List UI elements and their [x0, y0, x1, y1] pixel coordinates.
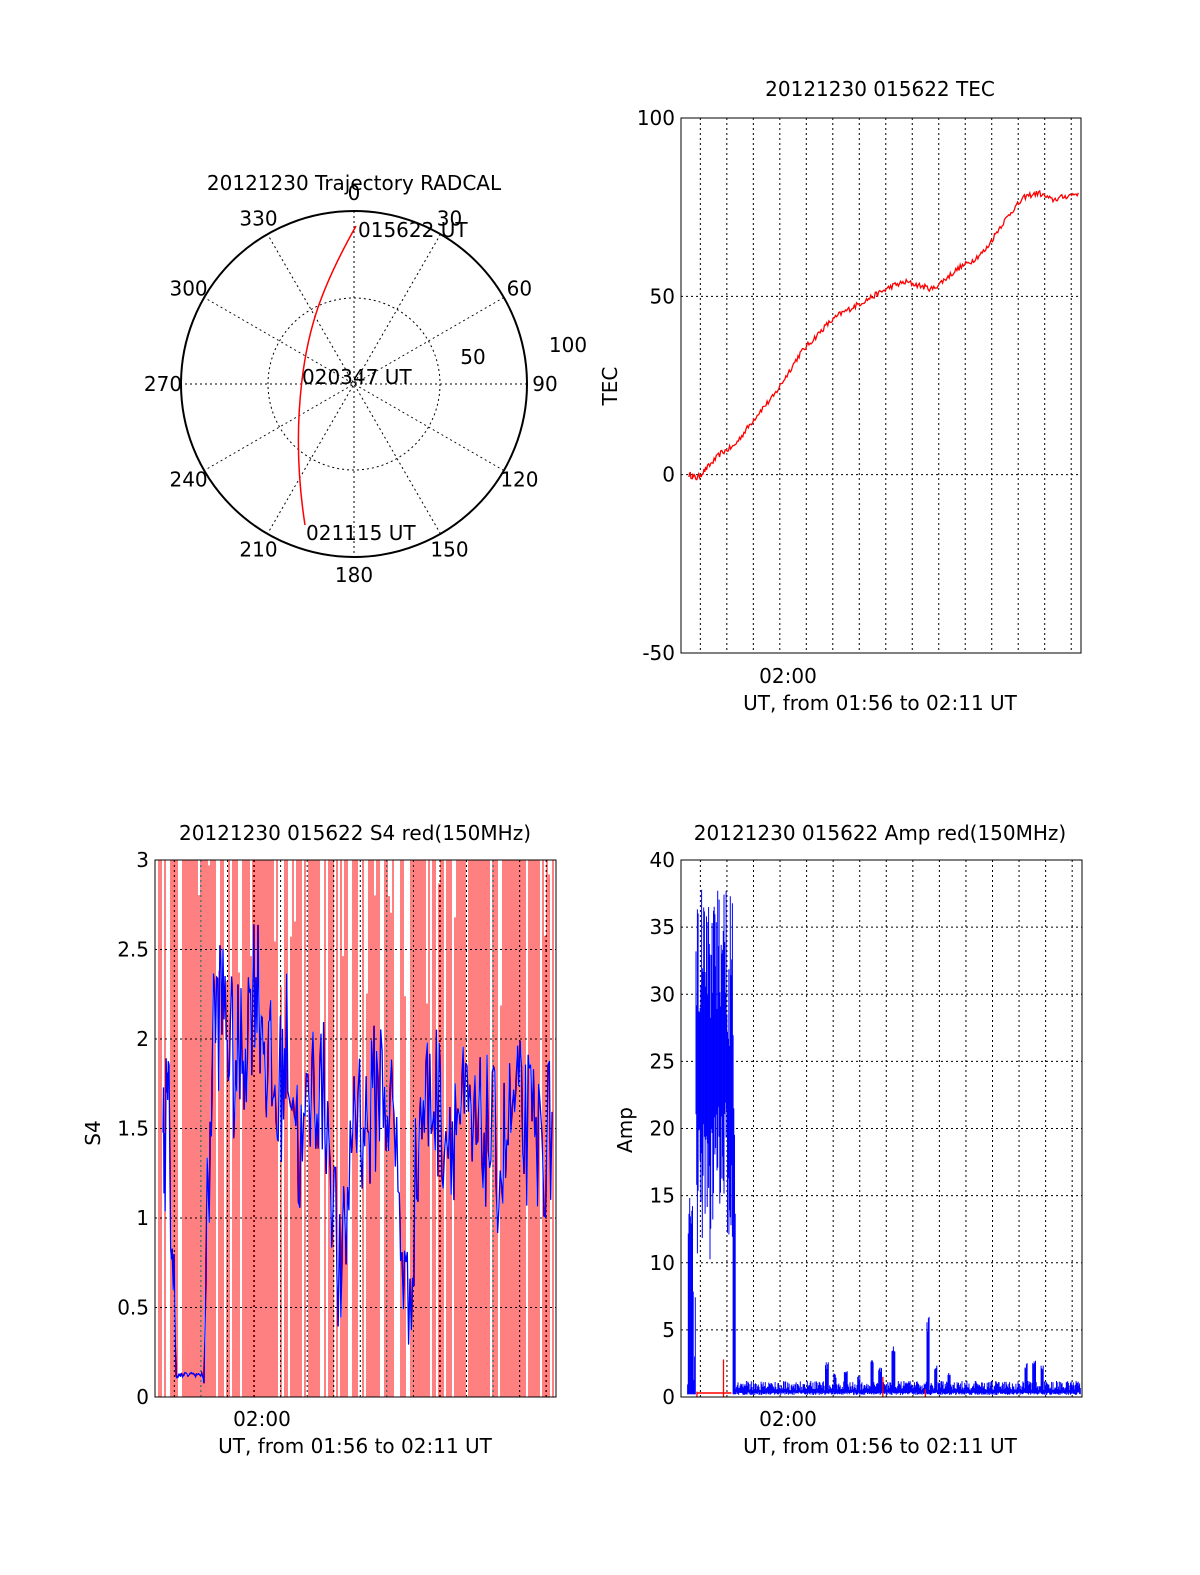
s4-y-tick-label: 0.5: [117, 1296, 149, 1320]
polar-azimuth-label: 90: [532, 372, 557, 396]
polar-azimuth-label: 0: [348, 181, 361, 205]
s4-x-tick-label: 02:00: [233, 1407, 291, 1431]
tec-y-tick-label: 50: [650, 284, 675, 308]
amp-x-axis-label: UT, from 01:56 to 02:11 UT: [743, 1434, 1018, 1458]
polar-radial-label-50: 50: [460, 345, 485, 369]
tec-y-axis-label: TEC: [598, 367, 622, 407]
s4-blue-series-line: [162, 924, 553, 1384]
s4-y-tick-label: 3: [136, 848, 149, 872]
s4-y-tick-label: 0: [136, 1385, 149, 1409]
polar-azimuth-label: 150: [430, 537, 468, 561]
trajectory-mid-label: 020347 UT: [302, 365, 412, 389]
polar-azimuth-label: 180: [335, 563, 373, 587]
polar-azimuth-label: 210: [239, 537, 277, 561]
amp-y-tick-label: 25: [650, 1049, 675, 1073]
amp-y-tick-labels: 0 5 10 15 20 25 30 35 40: [650, 848, 675, 1409]
polar-trajectory-panel: 20121230 Trajectory RADCAL 0 30 60 90 120 150…: [144, 171, 587, 587]
amp-blue-series: [687, 889, 1081, 1395]
tec-series-line: [688, 189, 1079, 481]
tec-y-tick-labels: -50 0 50 100: [637, 106, 675, 665]
polar-azimuth-label: 330: [239, 207, 277, 231]
polar-azimuth-label: 240: [169, 468, 207, 492]
polar-title: 20121230 Trajectory RADCAL: [207, 171, 502, 195]
tec-panel: 20121230 015622 TEC -50 0 50 100 02:00 UT, …: [598, 77, 1082, 715]
amp-x-tick-label: 02:00: [759, 1407, 817, 1431]
s4-title: 20121230 015622 S4 red(150MHz): [179, 821, 531, 845]
tec-y-tick-label: 0: [662, 463, 675, 487]
amp-y-tick-label: 35: [650, 915, 675, 939]
polar-azimuth-label: 60: [507, 277, 532, 301]
polar-azimuth-label: 30: [437, 207, 462, 231]
s4-y-tick-label: 1.5: [117, 1117, 149, 1141]
s4-panel: 20121230 015622 S4 red(150MHz) 0 0.5 1 1.5 2…: [81, 821, 557, 1458]
amp-y-tick-label: 40: [650, 848, 675, 872]
tec-grid: [681, 117, 1081, 654]
s4-y-axis-label: S4: [81, 1120, 105, 1145]
amp-title: 20121230 015622 Amp red(150MHz): [694, 821, 1066, 845]
amp-y-tick-label: 20: [650, 1117, 675, 1141]
s4-y-tick-labels: 0 0.5 1 1.5 2 2.5 3: [117, 848, 149, 1409]
polar-azimuth-label: 300: [169, 277, 207, 301]
trajectory-line: [297, 225, 357, 526]
tec-y-tick-label: 100: [637, 106, 675, 130]
tec-title: 20121230 015622 TEC: [765, 77, 995, 101]
tec-x-axis-label: UT, from 01:56 to 02:11 UT: [743, 691, 1018, 715]
polar-azimuth-label: 120: [500, 468, 538, 492]
amp-red-series: [696, 1359, 926, 1397]
amp-y-tick-label: 10: [650, 1251, 675, 1275]
s4-y-tick-label: 2.5: [117, 938, 149, 962]
amp-y-tick-label: 0: [662, 1385, 675, 1409]
s4-y-tick-label: 2: [136, 1027, 149, 1051]
amp-panel: 20121230 015622 Amp red(150MHz) 0 5 10 15 20…: [613, 821, 1083, 1458]
amp-y-tick-label: 5: [662, 1318, 675, 1342]
tec-y-tick-label: -50: [642, 641, 675, 665]
s4-plot-frame: [154, 859, 557, 1398]
amp-y-axis-label: Amp: [613, 1107, 637, 1153]
trajectory-end-label: 021115 UT: [306, 521, 416, 545]
s4-y-tick-label: 1: [136, 1206, 149, 1230]
amp-y-tick-label: 30: [650, 982, 675, 1006]
tec-x-tick-label: 02:00: [759, 664, 817, 688]
polar-radial-label-100: 100: [549, 333, 587, 357]
polar-azimuth-labels: 0 30 60 90 120 150 180 210 240 270 300 330: [144, 181, 558, 587]
amp-grid: [681, 859, 1082, 1398]
amp-plot-frame: [680, 859, 1083, 1398]
s4-x-axis-label: UT, from 01:56 to 02:11 UT: [218, 1434, 493, 1458]
trajectory-start-label: 015622 UT: [358, 218, 468, 242]
polar-azimuth-label: 270: [144, 372, 182, 396]
tec-plot-frame: [680, 117, 1082, 654]
amp-y-tick-label: 15: [650, 1184, 675, 1208]
